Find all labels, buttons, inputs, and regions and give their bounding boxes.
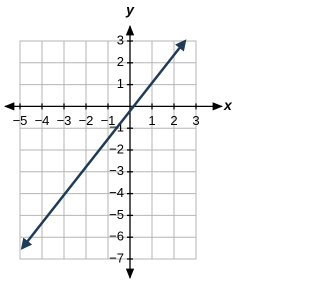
grid bbox=[19, 40, 197, 260]
x-tick-label: −2 bbox=[79, 113, 94, 128]
x-tick-label: −3 bbox=[57, 113, 72, 128]
y-tick-label: −6 bbox=[109, 229, 124, 244]
y-tick-label: −4 bbox=[109, 185, 124, 200]
y-axis-label: y bbox=[125, 2, 135, 18]
x-tick-label: 2 bbox=[170, 113, 177, 128]
y-tick-label: −3 bbox=[109, 163, 124, 178]
data-line bbox=[20, 39, 187, 250]
x-tick-label: 1 bbox=[148, 113, 155, 128]
y-tick-label: −5 bbox=[109, 207, 124, 222]
x-tick-label: 3 bbox=[192, 113, 199, 128]
y-tick-label: 3 bbox=[117, 32, 124, 47]
x-axis-label: x bbox=[223, 97, 232, 113]
y-tick-label: 2 bbox=[117, 54, 124, 69]
y-tick-label: −7 bbox=[109, 250, 124, 265]
y-tick-label: 1 bbox=[117, 76, 124, 91]
y-tick-label: −2 bbox=[109, 141, 124, 156]
x-tick-label: −4 bbox=[35, 113, 50, 128]
x-tick-label: −5 bbox=[13, 113, 28, 128]
